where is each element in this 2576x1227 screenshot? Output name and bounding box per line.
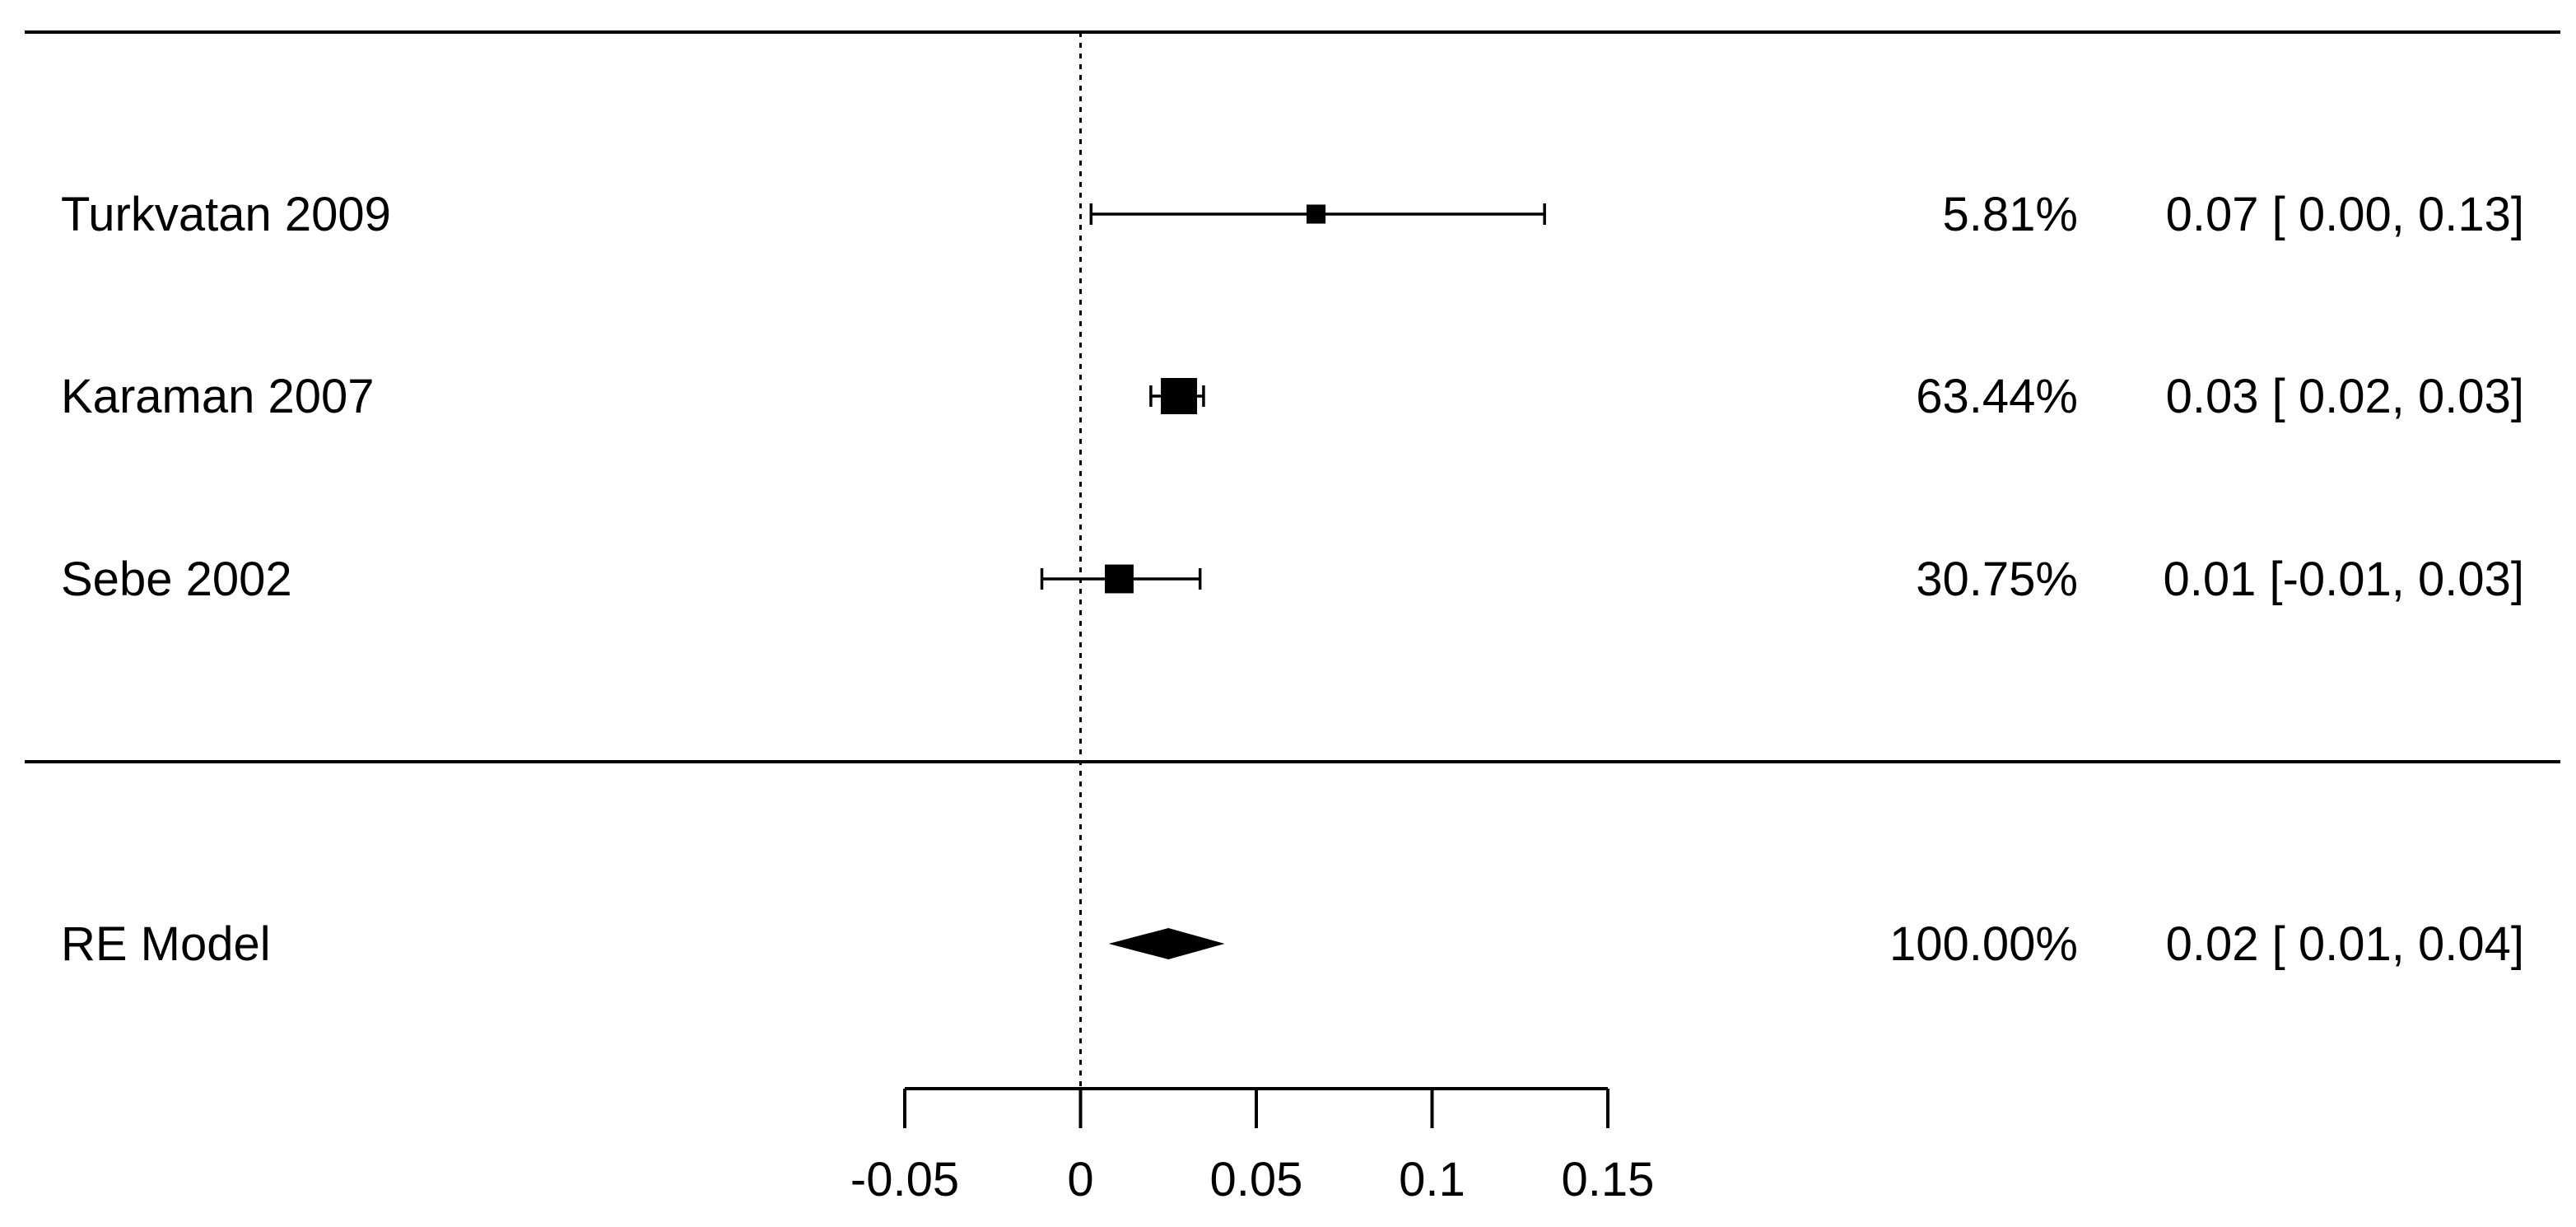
study-row: Sebe 2002 30.75% 0.01 [-0.01, 0.03] xyxy=(61,553,2524,606)
x-axis: -0.05 0 0.05 0.1 0.15 xyxy=(850,1087,1655,1206)
weight-value: 30.75% xyxy=(1916,553,2078,606)
summary-row: RE Model 100.00% 0.02 [ 0.01, 0.04] xyxy=(61,917,2524,971)
estimate-ci-value: 0.07 [ 0.00, 0.13] xyxy=(2166,188,2524,241)
point-estimate xyxy=(1161,378,1198,414)
study-rows: Turkvatan 2009 5.81% 0.07 [ 0.00, 0.13] Kar… xyxy=(61,188,2524,606)
point-estimate xyxy=(1105,564,1134,594)
x-tick-label: 0.1 xyxy=(1399,1153,1465,1206)
estimate-ci-value: 0.03 [ 0.02, 0.03] xyxy=(2166,370,2524,423)
study-label: Turkvatan 2009 xyxy=(61,188,391,241)
point-estimate xyxy=(1307,204,1326,224)
weight-value: 5.81% xyxy=(1943,188,2078,241)
estimate-ci-value: 0.01 [-0.01, 0.03] xyxy=(2163,553,2524,606)
x-tick-label: -0.05 xyxy=(850,1153,959,1206)
study-row: Turkvatan 2009 5.81% 0.07 [ 0.00, 0.13] xyxy=(61,188,2524,241)
summary-label: RE Model xyxy=(61,917,271,971)
summary-weight: 100.00% xyxy=(1889,917,2078,971)
weight-value: 63.44% xyxy=(1916,370,2078,423)
summary-estimate-ci: 0.02 [ 0.01, 0.04] xyxy=(2166,917,2524,971)
x-tick-label: 0 xyxy=(1067,1153,1093,1206)
study-label: Sebe 2002 xyxy=(61,553,292,606)
x-tick-label: 0.15 xyxy=(1562,1153,1655,1206)
study-row: Karaman 2007 63.44% 0.03 [ 0.02, 0.03] xyxy=(61,370,2524,423)
study-label: Karaman 2007 xyxy=(61,370,374,423)
x-tick-label: 0.05 xyxy=(1210,1153,1303,1206)
plot-frame xyxy=(25,30,2560,763)
summary-diamond xyxy=(1108,928,1225,959)
